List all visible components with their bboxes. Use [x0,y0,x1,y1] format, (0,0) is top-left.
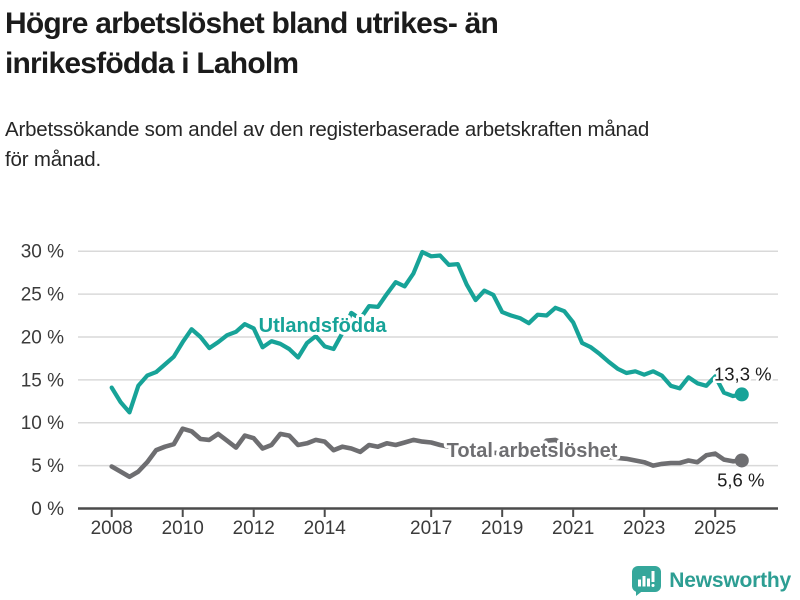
brand-name: Newsworthy [669,568,791,592]
series-label-utlandsf-dda: Utlandsfödda [259,315,388,337]
newsworthy-logo-icon [632,566,662,596]
x-tick-label: 2010 [162,518,204,539]
series-line-total-arbetsl-shet [109,426,745,480]
series-end-dot-utlandsf-dda [734,387,749,402]
x-tick-label: 2023 [623,518,665,539]
x-tick-label: 2008 [91,518,133,539]
y-tick-label: 15 % [21,370,64,391]
end-value-annotation-utlandsf-dda: 13,3 % [714,363,772,384]
x-tick-label: 2012 [233,518,275,539]
footer-logo: Newsworthy [631,565,791,596]
series-label-total-arbetsl-shet: Total arbetslöshet [447,440,618,462]
y-tick-label: 0 % [31,499,64,520]
y-tick-label: 30 % [21,242,64,263]
y-tick-label: 20 % [21,327,64,348]
y-tick-label: 5 % [31,456,64,477]
x-tick-label: 2017 [410,518,452,539]
series-line-utlandsf-dda [109,249,744,415]
x-tick-label: 2025 [694,518,736,539]
page-subtitle: Arbetssökande som andel av den registerb… [5,118,650,171]
x-tick-label: 2021 [552,518,594,539]
y-tick-label: 25 % [21,285,64,306]
page-title: Högre arbetslöshet bland utrikes- än inr… [5,7,499,80]
y-tick-label: 10 % [21,413,64,434]
x-tick-label: 2014 [304,518,347,539]
x-tick-label: 2019 [481,518,523,539]
series-end-dot-total-arbetsl-shet [734,453,749,468]
end-value-annotation-total-arbetsl-shet: 5,6 % [717,469,764,490]
